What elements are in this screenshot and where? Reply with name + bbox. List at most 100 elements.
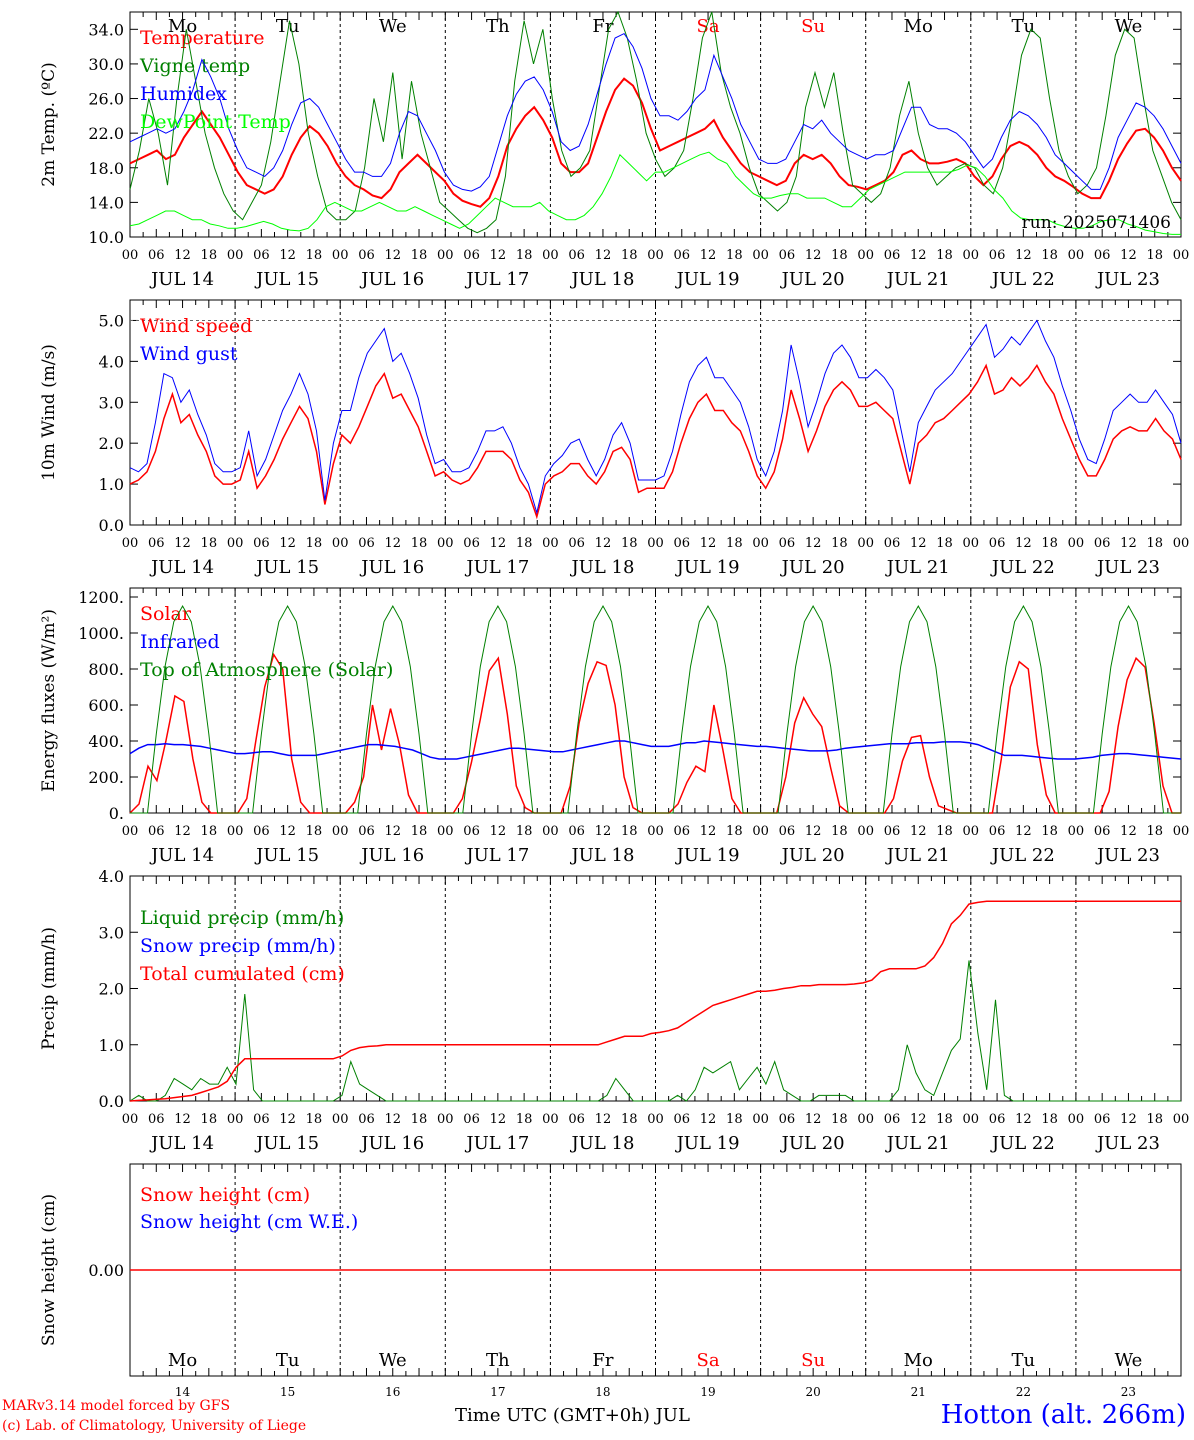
- y-tick-label: 14.0: [88, 193, 124, 212]
- hour-tick-label: 00: [752, 1112, 769, 1127]
- hour-tick-label: 06: [568, 1112, 585, 1127]
- hour-tick-label: 00: [1068, 1112, 1085, 1127]
- run-label: run: 2025071406: [1022, 213, 1171, 233]
- hour-tick-label: 12: [1015, 824, 1032, 839]
- legend-snow-height-cm-: Snow height (cm): [140, 1184, 310, 1206]
- date-label: JUL 15: [254, 845, 319, 866]
- hour-tick-label: 00: [963, 536, 980, 551]
- y-axis-label: 2m Temp. (ºC): [39, 62, 59, 187]
- hour-tick-label: 18: [306, 536, 323, 551]
- hour-tick-label: 12: [805, 248, 822, 263]
- day-name: Mo: [904, 16, 933, 37]
- day-name: Su: [801, 1350, 825, 1371]
- date-label: JUL 18: [569, 845, 634, 866]
- day-number: 22: [1016, 1385, 1031, 1399]
- date-label: JUL 17: [464, 845, 529, 866]
- series-wind-speed: [129, 363, 1182, 520]
- y-tick-label: 3.0: [99, 923, 124, 942]
- legend-temperature: Temperature: [140, 27, 264, 49]
- date-label: JUL 23: [1095, 269, 1160, 290]
- hour-tick-label: 18: [726, 1112, 743, 1127]
- hour-tick-label: 18: [936, 1112, 953, 1127]
- date-label: JUL 18: [569, 1133, 634, 1154]
- hour-tick-label: 18: [1146, 824, 1163, 839]
- date-label: JUL 16: [359, 845, 424, 866]
- hour-tick-label: 00: [647, 824, 664, 839]
- hour-tick-label: 00: [857, 824, 874, 839]
- date-label: JUL 22: [990, 269, 1055, 290]
- hour-tick-label: 06: [148, 824, 165, 839]
- panel-energy: 0. 200. 400. 600. 800. 1000. 1200. Energy fluxe…: [39, 587, 1189, 866]
- date-label: JUL 20: [780, 269, 845, 290]
- series-infrared: [129, 740, 1182, 760]
- y-axis-label: Precip (mm/h): [39, 927, 59, 1050]
- y-tick-label: 34.0: [88, 20, 124, 39]
- hour-tick-label: 06: [358, 536, 375, 551]
- date-label: JUL 20: [780, 557, 845, 578]
- hour-tick-label: 00: [122, 1112, 139, 1127]
- date-label: JUL 18: [569, 557, 634, 578]
- hour-tick-label: 00: [857, 248, 874, 263]
- day-name: We: [1115, 16, 1143, 37]
- y-tick-label: 18.0: [88, 159, 124, 178]
- hour-tick-label: 18: [621, 1112, 638, 1127]
- hour-tick-label: 18: [831, 536, 848, 551]
- hour-tick-label: 12: [1015, 536, 1032, 551]
- hour-tick-label: 18: [411, 1112, 428, 1127]
- hour-tick-label: 18: [621, 824, 638, 839]
- hour-tick-label: 12: [910, 536, 927, 551]
- hour-tick-label: 06: [463, 1112, 480, 1127]
- date-label: JUL 19: [675, 1133, 740, 1154]
- hour-tick-label: 00: [752, 536, 769, 551]
- legend-liquid-precip-mm-h-: Liquid precip (mm/h): [140, 907, 344, 929]
- hour-tick-label: 12: [490, 536, 507, 551]
- date-label: JUL 20: [780, 845, 845, 866]
- hour-tick-label: 18: [726, 824, 743, 839]
- hour-tick-label: 00: [752, 824, 769, 839]
- hour-tick-label: 18: [201, 536, 218, 551]
- hour-tick-label: 18: [306, 248, 323, 263]
- hour-tick-label: 12: [174, 248, 191, 263]
- x-axis-label: Time UTC (GMT+0h) JUL: [455, 1405, 690, 1426]
- hour-tick-label: 00: [1173, 1112, 1190, 1127]
- day-name: Sa: [697, 1350, 720, 1371]
- date-label: JUL 17: [464, 1133, 529, 1154]
- hour-tick-label: 00: [332, 1112, 349, 1127]
- y-axis-label: Energy fluxes (W/m²): [39, 609, 59, 792]
- hour-tick-label: 18: [621, 248, 638, 263]
- day-number: 17: [490, 1385, 505, 1399]
- hour-tick-label: 18: [621, 536, 638, 551]
- hour-tick-label: 00: [122, 248, 139, 263]
- day-number: 16: [385, 1385, 400, 1399]
- date-label: JUL 19: [675, 557, 740, 578]
- hour-tick-label: 12: [805, 536, 822, 551]
- hour-tick-label: 06: [884, 248, 901, 263]
- hour-tick-label: 12: [1015, 248, 1032, 263]
- date-label: JUL 23: [1095, 1133, 1160, 1154]
- date-label: JUL 15: [254, 269, 319, 290]
- hour-tick-label: 06: [568, 536, 585, 551]
- hour-tick-label: 00: [1173, 536, 1190, 551]
- date-label: JUL 14: [149, 269, 214, 290]
- y-tick-label: 5.0: [99, 311, 124, 330]
- hour-tick-label: 06: [989, 536, 1006, 551]
- hour-tick-label: 12: [279, 824, 296, 839]
- hour-tick-label: 18: [516, 824, 533, 839]
- hour-tick-label: 00: [647, 1112, 664, 1127]
- series-top-of-atmosphere-solar-: [130, 604, 1181, 814]
- hour-tick-label: 00: [647, 536, 664, 551]
- hour-tick-label: 18: [936, 248, 953, 263]
- series-humidex: [129, 32, 1182, 192]
- hour-tick-label: 06: [358, 248, 375, 263]
- hour-tick-label: 18: [1041, 824, 1058, 839]
- hour-tick-label: 00: [1068, 248, 1085, 263]
- hour-tick-label: 12: [1120, 536, 1137, 551]
- date-label: JUL 17: [464, 557, 529, 578]
- hour-tick-label: 06: [463, 824, 480, 839]
- day-name: We: [379, 1350, 407, 1371]
- hour-tick-label: 18: [831, 824, 848, 839]
- date-label: JUL 23: [1095, 845, 1160, 866]
- day-number: 21: [911, 1385, 926, 1399]
- hour-tick-label: 00: [1173, 248, 1190, 263]
- date-label: JUL 20: [780, 1133, 845, 1154]
